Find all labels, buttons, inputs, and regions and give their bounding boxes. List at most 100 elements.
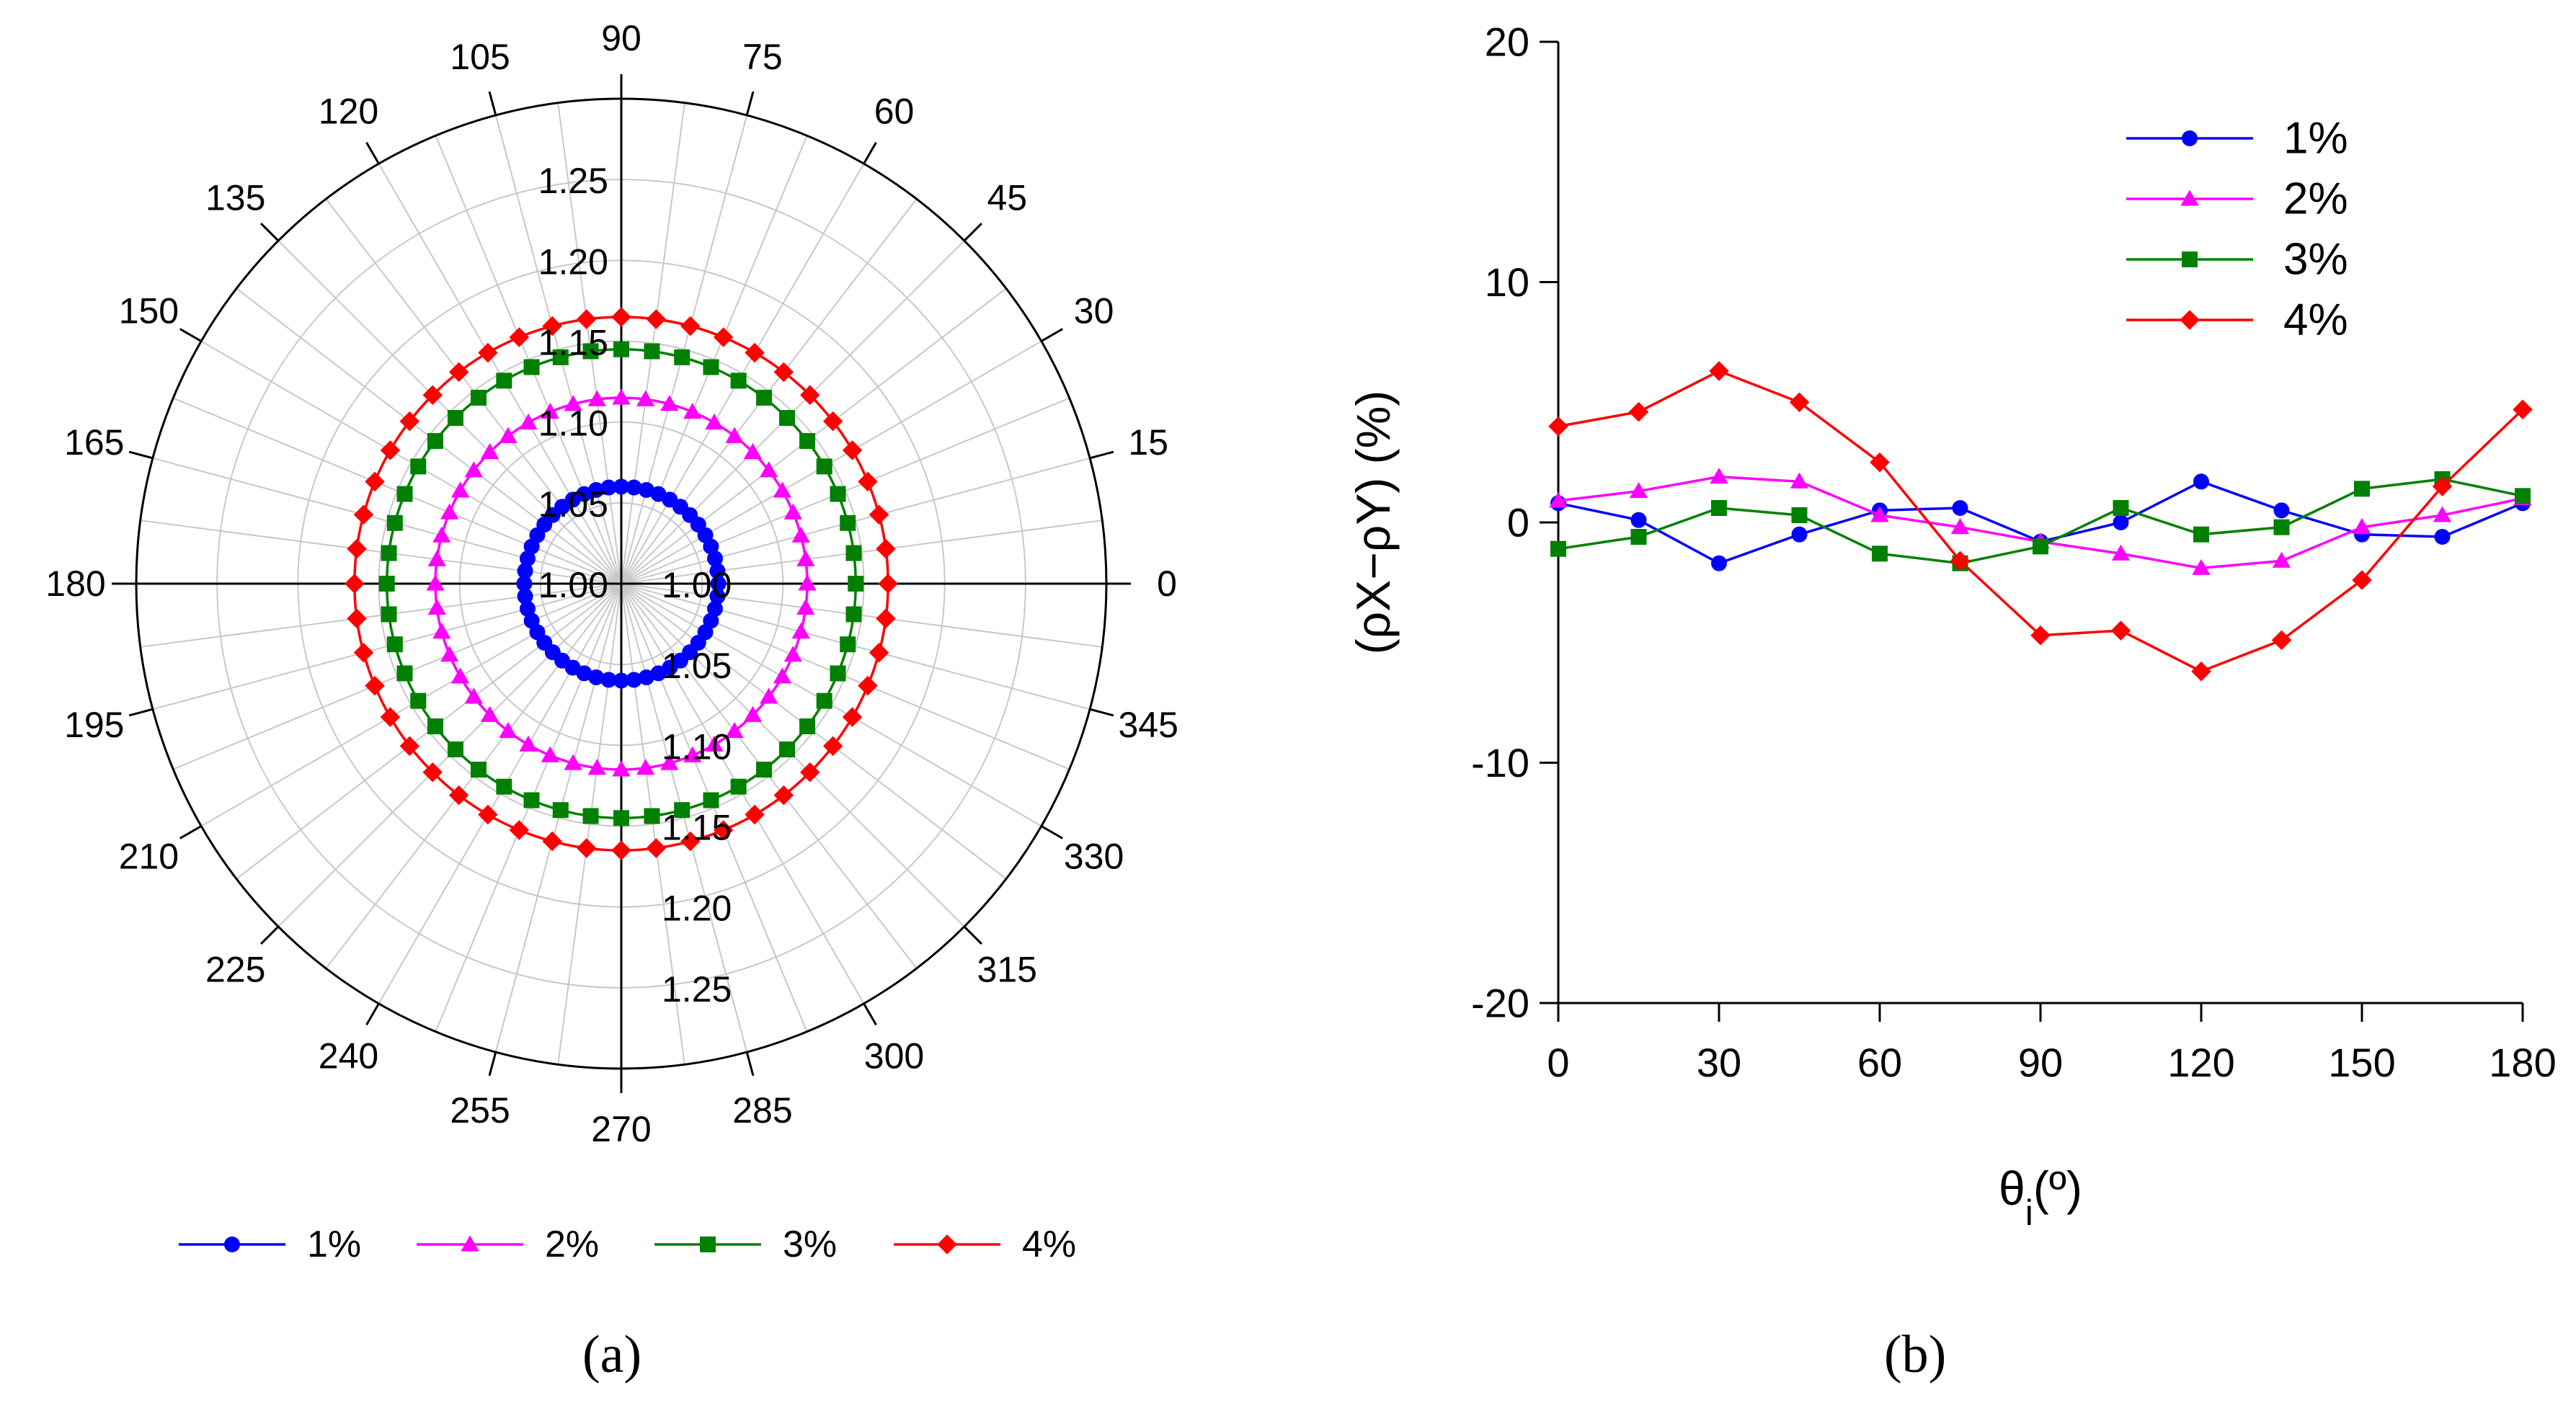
polar-data-point	[858, 471, 878, 492]
line-series-2pct	[1549, 467, 2532, 575]
polar-data-point	[365, 675, 385, 696]
polar-data-point	[365, 471, 385, 492]
polar-data-point	[478, 804, 498, 825]
polar-angle-tick-label: 345	[1118, 705, 1178, 745]
polar-data-point	[427, 550, 446, 566]
polar-data-point	[869, 504, 889, 525]
polar-data-point	[496, 778, 512, 795]
polar-angle-tick	[260, 223, 280, 242]
polar-data-point	[440, 503, 459, 520]
polar-angle-tick	[128, 450, 154, 460]
polar-data-point	[830, 486, 846, 502]
polar-data-point	[822, 736, 843, 757]
polar-radial-tick-label: 1.20	[662, 888, 732, 929]
polar-angle-tick-label: 300	[864, 1036, 924, 1077]
data-point	[1710, 467, 1728, 484]
polar-data-point	[517, 563, 533, 579]
polar-angle-tick	[1041, 328, 1064, 342]
polar-data-point	[638, 669, 654, 686]
data-point	[2354, 481, 2370, 497]
data-point	[1950, 518, 1970, 535]
panel-b-label: (b)	[1884, 1325, 1947, 1384]
polar-data-point	[799, 762, 820, 783]
polar-data-point	[611, 840, 631, 860]
polar-data-point	[582, 808, 599, 824]
polar-angle-tick	[745, 91, 755, 116]
polar-angle-tick	[260, 925, 280, 945]
polar-data-point	[680, 316, 701, 337]
polar-radial-tick-label: 1.00	[538, 565, 608, 605]
polar-data-point	[542, 316, 562, 337]
polar-angle-tick	[1089, 708, 1114, 717]
polar-angle-tick-label: 30	[1074, 291, 1114, 331]
polar-data-point	[588, 481, 605, 498]
polar-data-point	[848, 576, 864, 592]
polar-angle-tick	[863, 141, 877, 164]
data-point	[1630, 529, 1647, 545]
data-point	[2432, 476, 2453, 496]
polar-data-point	[611, 307, 631, 327]
data-point	[1548, 416, 1568, 437]
polar-data-point	[644, 343, 660, 360]
polar-angle-tick	[179, 328, 202, 342]
polar-data-point	[636, 759, 655, 775]
polar-data-point	[773, 481, 792, 498]
data-point	[1952, 499, 1968, 516]
polar-data-point	[816, 458, 832, 475]
polar-data-point	[626, 672, 642, 688]
polar-angle-tick-label: 270	[591, 1109, 651, 1149]
polar-angle-tick	[745, 1051, 755, 1077]
polar-data-point	[380, 707, 401, 727]
legend-label: 4%	[1022, 1224, 1076, 1265]
polar-data-point	[773, 362, 794, 383]
polar-data-point	[779, 741, 796, 758]
polar-angle-tick-label: 255	[450, 1090, 510, 1131]
polar-data-point	[386, 514, 403, 531]
legend-label: 1%	[307, 1224, 361, 1265]
polar-angle-tick-label: 150	[119, 291, 179, 331]
x-tick-label: 150	[2328, 1040, 2395, 1085]
data-point	[1711, 555, 1727, 571]
polar-data-point	[745, 804, 765, 825]
polar-data-point	[496, 373, 512, 389]
polar-data-point	[576, 838, 597, 858]
polar-data-point	[381, 606, 397, 623]
polar-angle-tick	[488, 1051, 497, 1077]
polar-data-point	[410, 692, 427, 709]
polar-data-point	[450, 481, 470, 498]
legend-marker	[2180, 310, 2200, 330]
polar-angle-tick-label: 195	[64, 705, 124, 745]
polar-data-point	[725, 427, 744, 443]
polar-data-point	[464, 687, 483, 704]
polar-data-point	[448, 785, 469, 806]
data-point	[1711, 499, 1727, 516]
legend-label: 2%	[2283, 174, 2348, 224]
x-axis-label: θi(º)	[1999, 1162, 2082, 1233]
polar-data-point	[399, 736, 420, 757]
polar-data-point	[432, 526, 451, 543]
polar-data-point	[709, 563, 726, 579]
polar-data-point	[783, 503, 802, 520]
polar-angle-tick-label: 315	[977, 949, 1037, 989]
legend-marker	[461, 1235, 479, 1252]
polar-data-point	[509, 820, 530, 840]
polar-data-point	[646, 309, 667, 329]
data-point	[2193, 526, 2209, 543]
polar-data-point	[516, 576, 533, 592]
legend-label: 3%	[2283, 235, 2348, 285]
polar-data-point	[612, 388, 631, 405]
polar-data-point	[541, 746, 559, 762]
polar-data-point	[523, 792, 540, 808]
polar-data-point	[756, 762, 773, 778]
polar-series-3pct	[378, 341, 864, 826]
polar-angle-tick-label: 60	[874, 91, 915, 131]
polar-data-point	[519, 551, 536, 567]
polar-data-point	[730, 373, 747, 389]
data-point	[1549, 491, 1568, 508]
polar-angle-tick	[488, 91, 497, 116]
data-point	[2273, 519, 2290, 535]
y-tick-label: -20	[1471, 981, 1529, 1026]
data-point	[2113, 499, 2129, 516]
polar-data-point	[710, 576, 727, 592]
polar-data-point	[799, 385, 820, 406]
